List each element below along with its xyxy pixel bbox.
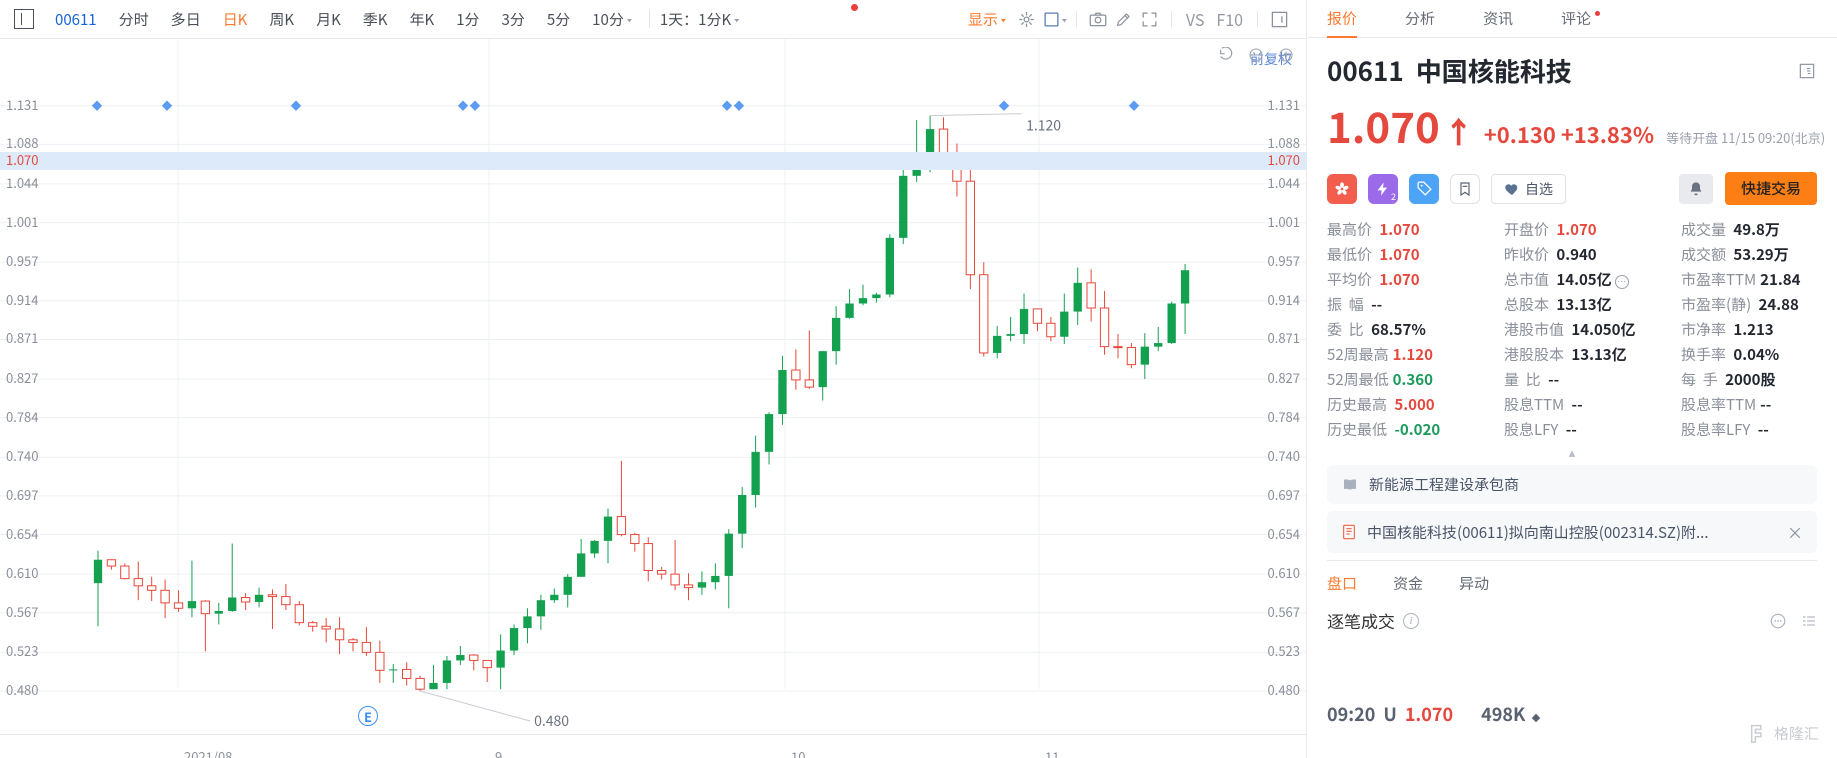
svg-text:1.120: 1.120: [1026, 116, 1061, 136]
svg-text:0.480: 0.480: [534, 711, 569, 731]
